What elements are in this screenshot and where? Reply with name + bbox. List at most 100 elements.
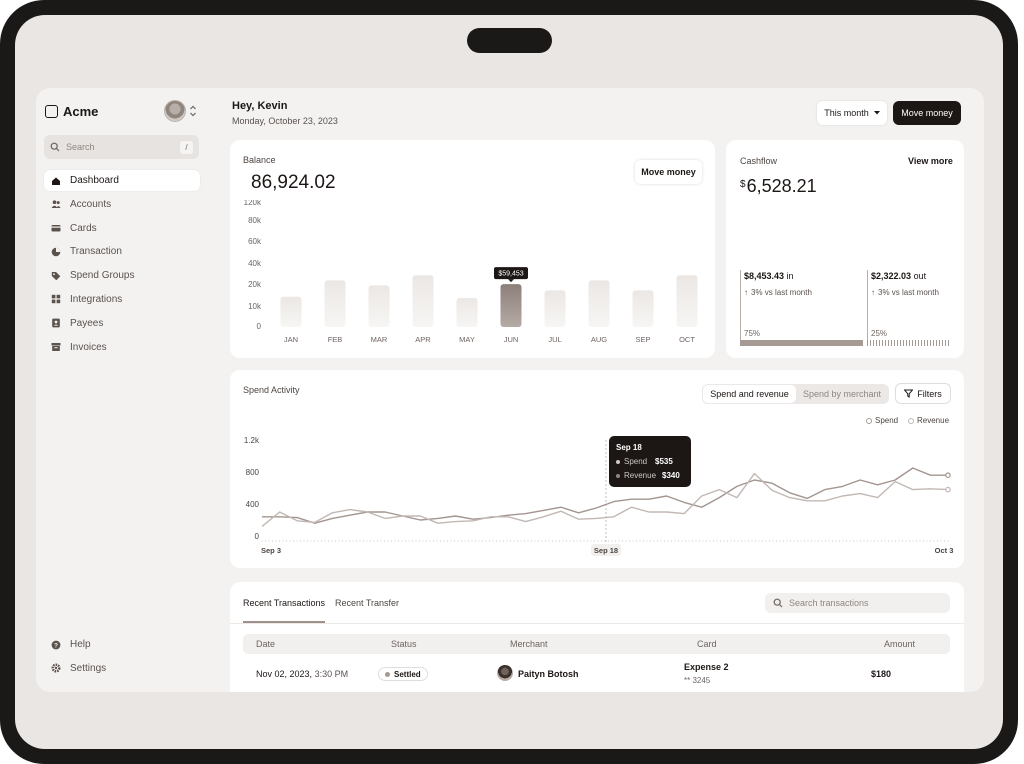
legend-revenue: Revenue: [908, 416, 949, 425]
sidebar-item-payees[interactable]: Payees: [44, 313, 200, 334]
legend-revenue-label: Revenue: [917, 416, 950, 425]
sidebar-item-transaction[interactable]: Transaction: [44, 241, 200, 262]
search-icon: [50, 142, 60, 152]
tooltip-spend: Spend: [616, 457, 647, 466]
y-tick-label: 1.2k: [244, 436, 260, 445]
y-tick-label: 80k: [248, 216, 262, 225]
cashflow-amount: $ 6,528.21: [740, 176, 817, 197]
power-button: [1012, 270, 1018, 330]
sidebar-item-dashboard[interactable]: Dashboard: [44, 170, 200, 191]
cashflow-out-percent: 25%: [871, 329, 888, 338]
dashboard-app: Acme Search / Dashboard Accounts Cards Tran…: [36, 88, 984, 692]
x-tick-label: FEB: [328, 335, 343, 344]
balance-amount: 86,924.02: [251, 172, 336, 193]
x-tick-label: MAY: [459, 335, 475, 344]
column-date: Date: [256, 639, 276, 649]
status-badge: Settled: [378, 667, 428, 681]
row-date-day: Nov 02, 2023,: [256, 669, 313, 679]
balance-move-money-button[interactable]: Move money: [635, 160, 702, 184]
app-name: Acme: [63, 104, 99, 119]
y-tick-label: 0: [255, 532, 260, 541]
series-line-spend: [262, 467, 948, 524]
cashflow-in-divider: [740, 270, 741, 346]
bar-may[interactable]: [456, 297, 478, 327]
search-placeholder: Search: [66, 142, 95, 152]
sidebar-item-integrations[interactable]: Integrations: [44, 289, 200, 310]
spend-view-toggle: Spend and revenue Spend by merchant: [702, 384, 889, 404]
y-tick-label: 0: [257, 322, 262, 331]
card-icon: [51, 225, 61, 232]
bar-jan[interactable]: [280, 296, 302, 327]
cashflow-in-change: ↑ 3% vs last month: [744, 288, 812, 297]
row-date-time: 3:30 PM: [314, 669, 349, 679]
sidebar-item-help[interactable]: ? Help: [44, 634, 200, 655]
view-more-link[interactable]: View more: [908, 156, 953, 166]
sidebar-bottom-nav: ? Help Settings: [44, 634, 200, 682]
sidebar-search[interactable]: Search /: [44, 135, 199, 159]
spend-activity-card: Spend Activity Spend and revenue Spend b…: [230, 370, 964, 568]
cashflow-out-bar: [867, 340, 951, 346]
brand[interactable]: Acme: [45, 104, 98, 119]
x-label-highlight: [591, 544, 621, 556]
cashflow-out-change: ↑ 3% vs last month: [871, 288, 939, 297]
users-icon: [51, 200, 61, 209]
cashflow-in-amount: $8,453.43: [744, 271, 785, 281]
chevron-updown-icon[interactable]: [189, 104, 197, 118]
x-tick-label: Sep 3: [261, 546, 281, 555]
sidebar-item-settings[interactable]: Settings: [44, 658, 200, 679]
bar-mar[interactable]: [368, 285, 390, 327]
tab-spend-and-revenue[interactable]: Spend and revenue: [703, 385, 796, 403]
balance-card: Balance 86,924.02 Move money 0 10k 20k 40k 6…: [230, 140, 715, 358]
balance-bar-chart: 0 10k 20k 40k 60k 80k 120k JAN FEB MAR APR MAY JUN $5…: [244, 200, 698, 344]
sidebar-item-label: Cards: [70, 222, 97, 234]
tab-spend-by-merchant[interactable]: Spend by merchant: [802, 389, 882, 399]
column-merchant: Merchant: [510, 639, 548, 649]
bar-oct[interactable]: [676, 275, 698, 327]
bar-feb[interactable]: [324, 280, 346, 327]
move-money-button[interactable]: Move money: [893, 101, 961, 125]
period-select[interactable]: This month: [817, 101, 887, 125]
sidebar-item-accounts[interactable]: Accounts: [44, 194, 200, 215]
table-header: Date Status Merchant Card Amount: [243, 634, 950, 654]
cashflow-out-label: out: [913, 271, 927, 281]
column-amount: Amount: [884, 639, 916, 649]
bar-tooltip: [494, 267, 528, 280]
x-tick-label: JUN: [504, 335, 519, 344]
sidebar-nav: Dashboard Accounts Cards Transaction Spend G…: [44, 170, 200, 360]
sidebar-item-invoices[interactable]: Invoices: [44, 337, 200, 358]
sidebar-item-label: Settings: [70, 662, 107, 674]
bar-aug[interactable]: [588, 280, 610, 327]
bar-tooltip-value: $59,453: [498, 271, 523, 278]
row-date: Nov 02, 2023, 3:30 PM: [256, 669, 348, 679]
sidebar-item-cards[interactable]: Cards: [44, 218, 200, 239]
sidebar-item-label: Integrations: [70, 293, 123, 305]
transaction-search[interactable]: Search transactions: [765, 593, 950, 613]
bar-sep[interactable]: [632, 290, 654, 327]
tooltip-spend-value: $535: [655, 457, 673, 466]
row-merchant: Paityn Botosh: [518, 669, 579, 679]
tab-recent-transfer[interactable]: Recent Transfer: [335, 598, 400, 608]
cashflow-out-amount: $2,322.03: [871, 271, 912, 281]
caret-down-icon: [873, 111, 880, 115]
column-card: Card: [697, 639, 717, 649]
tab-recent-transactions[interactable]: Recent Transactions: [243, 598, 326, 608]
search-shortcut: /: [180, 140, 193, 154]
filters-button[interactable]: Filters: [895, 383, 951, 404]
y-tick-label: 800: [246, 468, 260, 477]
bar-jun[interactable]: [500, 284, 522, 327]
tooltip-revenue-dot: [616, 473, 620, 478]
x-tick-label: Oct 3: [935, 546, 954, 555]
avatar[interactable]: [164, 100, 186, 122]
contact-icon: [52, 318, 60, 328]
sidebar-item-label: Transaction: [70, 246, 122, 258]
pie-icon: [51, 247, 61, 257]
search-icon: [773, 598, 783, 608]
bar-apr[interactable]: [412, 275, 434, 327]
y-tick-label: 400: [246, 500, 260, 509]
tooltip-date: Sep 18: [616, 443, 642, 452]
sidebar-item-spend-groups[interactable]: Spend Groups: [44, 265, 200, 286]
bar-jul[interactable]: [544, 290, 566, 327]
balance-title: Balance: [243, 155, 276, 165]
volume-button: [1012, 104, 1018, 220]
cashflow-out-change-text: 3% vs last month: [878, 288, 939, 297]
